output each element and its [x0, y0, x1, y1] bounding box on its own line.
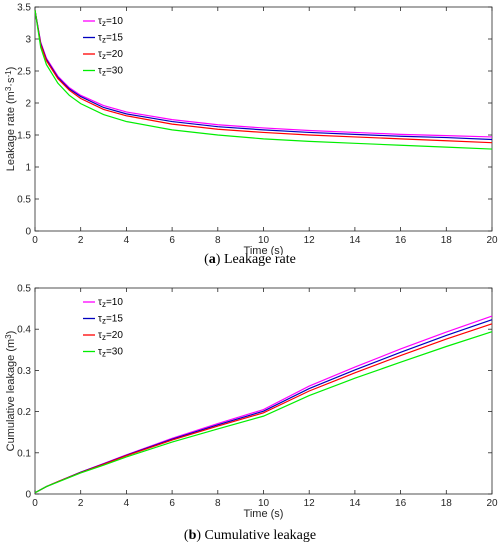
legend-label: τz=20: [98, 49, 123, 61]
x-tick-label: 18: [441, 235, 453, 246]
legend-value: =30: [106, 347, 123, 358]
legend-symbol: τ: [98, 297, 102, 308]
y-axis-label: Leakage rate (m3·s-1): [4, 67, 17, 172]
x-tick-label: 12: [304, 235, 316, 246]
caption-a-text: Leakage rate: [223, 252, 296, 267]
x-tick-label: 0: [32, 498, 38, 509]
y-tick-label: 0.2: [17, 407, 31, 418]
legend-subscript: z: [102, 333, 106, 342]
legend-value: =10: [106, 16, 123, 27]
y-axis-label-part: -1: [4, 70, 13, 78]
legend-label: τz=10: [98, 297, 123, 309]
plot-frame: [34, 287, 493, 495]
x-tick-label: 20: [486, 235, 498, 246]
y-axis-label-part: Cumulative leakage (m: [5, 339, 17, 452]
legend-subscript: z: [102, 317, 106, 326]
y-axis-label-part: 3: [4, 334, 13, 339]
y-axis-label-part: ): [5, 331, 17, 335]
y-tick-label: 0.5: [17, 284, 31, 295]
x-tick-label: 4: [124, 235, 130, 246]
legend-symbol: τ: [98, 330, 102, 341]
legend-value: =15: [106, 314, 123, 325]
y-tick-label: 0.4: [17, 325, 31, 336]
legend-value: =10: [106, 297, 123, 308]
y-axis-label-part: ·s: [5, 77, 17, 87]
caption-a: (a) Leakage rate: [204, 252, 296, 267]
legend-symbol: τ: [98, 33, 102, 44]
caption-b: (b) Cumulative leakage: [183, 528, 317, 543]
x-axis-label: Time (s): [244, 245, 284, 255]
series-line-tau-30: [34, 331, 493, 494]
y-axis-label-part: 3: [4, 86, 13, 91]
y-tick-label: 0.3: [17, 366, 31, 377]
legend-value: =20: [106, 330, 123, 341]
x-tick-label: 6: [169, 235, 175, 246]
series-line-tau-20: [34, 10, 493, 144]
legend-subscript: z: [102, 69, 106, 78]
legend-symbol: τ: [98, 16, 102, 27]
leakage-rate-chart: 0 2 4 6 8 10 12 14 16 18 20 0 0.5 1 1.5 2 2.5 3 3.5 Time (s…: [4, 3, 498, 256]
x-tick-label: 2: [78, 235, 84, 246]
y-tick-label: 0: [25, 227, 31, 238]
y-tick-label: 2: [25, 99, 31, 110]
x-tick-label: 6: [169, 498, 175, 509]
legend-label: τz=15: [98, 33, 123, 45]
y-tick-label: 1: [25, 163, 31, 174]
x-tick-label: 16: [395, 498, 407, 509]
cumulative-leakage-chart: 0 2 4 6 8 10 12 14 16 18 20 0 0.1 0.2 0.3 0.4 0.5 Time (s…: [4, 284, 498, 521]
legend-subscript: z: [102, 36, 106, 45]
series-line-tau-30: [34, 10, 493, 150]
x-tick-label: 12: [304, 498, 316, 509]
legend-subscript: z: [102, 52, 106, 61]
x-tick-label: 10: [258, 498, 270, 509]
legend-value: =15: [106, 33, 123, 44]
x-tick-label: 14: [349, 498, 361, 509]
legend-value: =30: [106, 66, 123, 77]
y-tick-label: 3.5: [17, 3, 31, 14]
caption-b-text: Cumulative leakage: [204, 528, 317, 543]
y-axis-label-part: Leakage rate (m: [5, 91, 17, 171]
legend-label: τz=30: [98, 347, 123, 359]
x-tick-label: 4: [124, 498, 130, 509]
y-axis-label: Cumulative leakage (m3): [4, 331, 17, 452]
legend-label: τz=15: [98, 314, 123, 326]
x-tick-label: 8: [215, 235, 221, 246]
legend-symbol: τ: [98, 347, 102, 358]
legend-symbol: τ: [98, 66, 102, 77]
y-tick-label: 2.5: [17, 67, 31, 78]
caption-b-letter: b: [188, 528, 197, 543]
series-line-tau-15: [34, 10, 493, 141]
legend-symbol: τ: [98, 49, 102, 60]
x-tick-label: 8: [215, 498, 221, 509]
x-axis-label: Time (s): [244, 508, 284, 520]
y-tick-label: 3: [25, 35, 31, 46]
x-tick-label: 20: [486, 498, 498, 509]
plot-frame: [34, 6, 493, 232]
legend-symbol: τ: [98, 314, 102, 325]
legend-label: τz=20: [98, 330, 123, 342]
y-tick-label: 0: [25, 490, 31, 501]
x-tick-label: 14: [349, 235, 361, 246]
x-tick-label: 0: [32, 235, 38, 246]
x-tick-label: 10: [258, 235, 270, 246]
y-tick-label: 0.5: [17, 195, 31, 206]
legend-subscript: z: [102, 300, 106, 309]
y-tick-label: 1.5: [17, 131, 31, 142]
legend-value: =20: [106, 49, 123, 60]
y-tick-label: 0.1: [17, 448, 31, 459]
legend-label: τz=30: [98, 66, 123, 78]
x-tick-label: 2: [78, 498, 84, 509]
legend-label: τz=10: [98, 16, 123, 28]
x-tick-label: 18: [441, 498, 453, 509]
legend-subscript: z: [102, 350, 106, 359]
caption-a-letter: a: [208, 252, 216, 267]
y-axis-label-part: ): [5, 67, 17, 71]
series-line-tau-10: [34, 10, 493, 138]
x-tick-label: 16: [395, 235, 407, 246]
legend-subscript: z: [102, 19, 106, 28]
